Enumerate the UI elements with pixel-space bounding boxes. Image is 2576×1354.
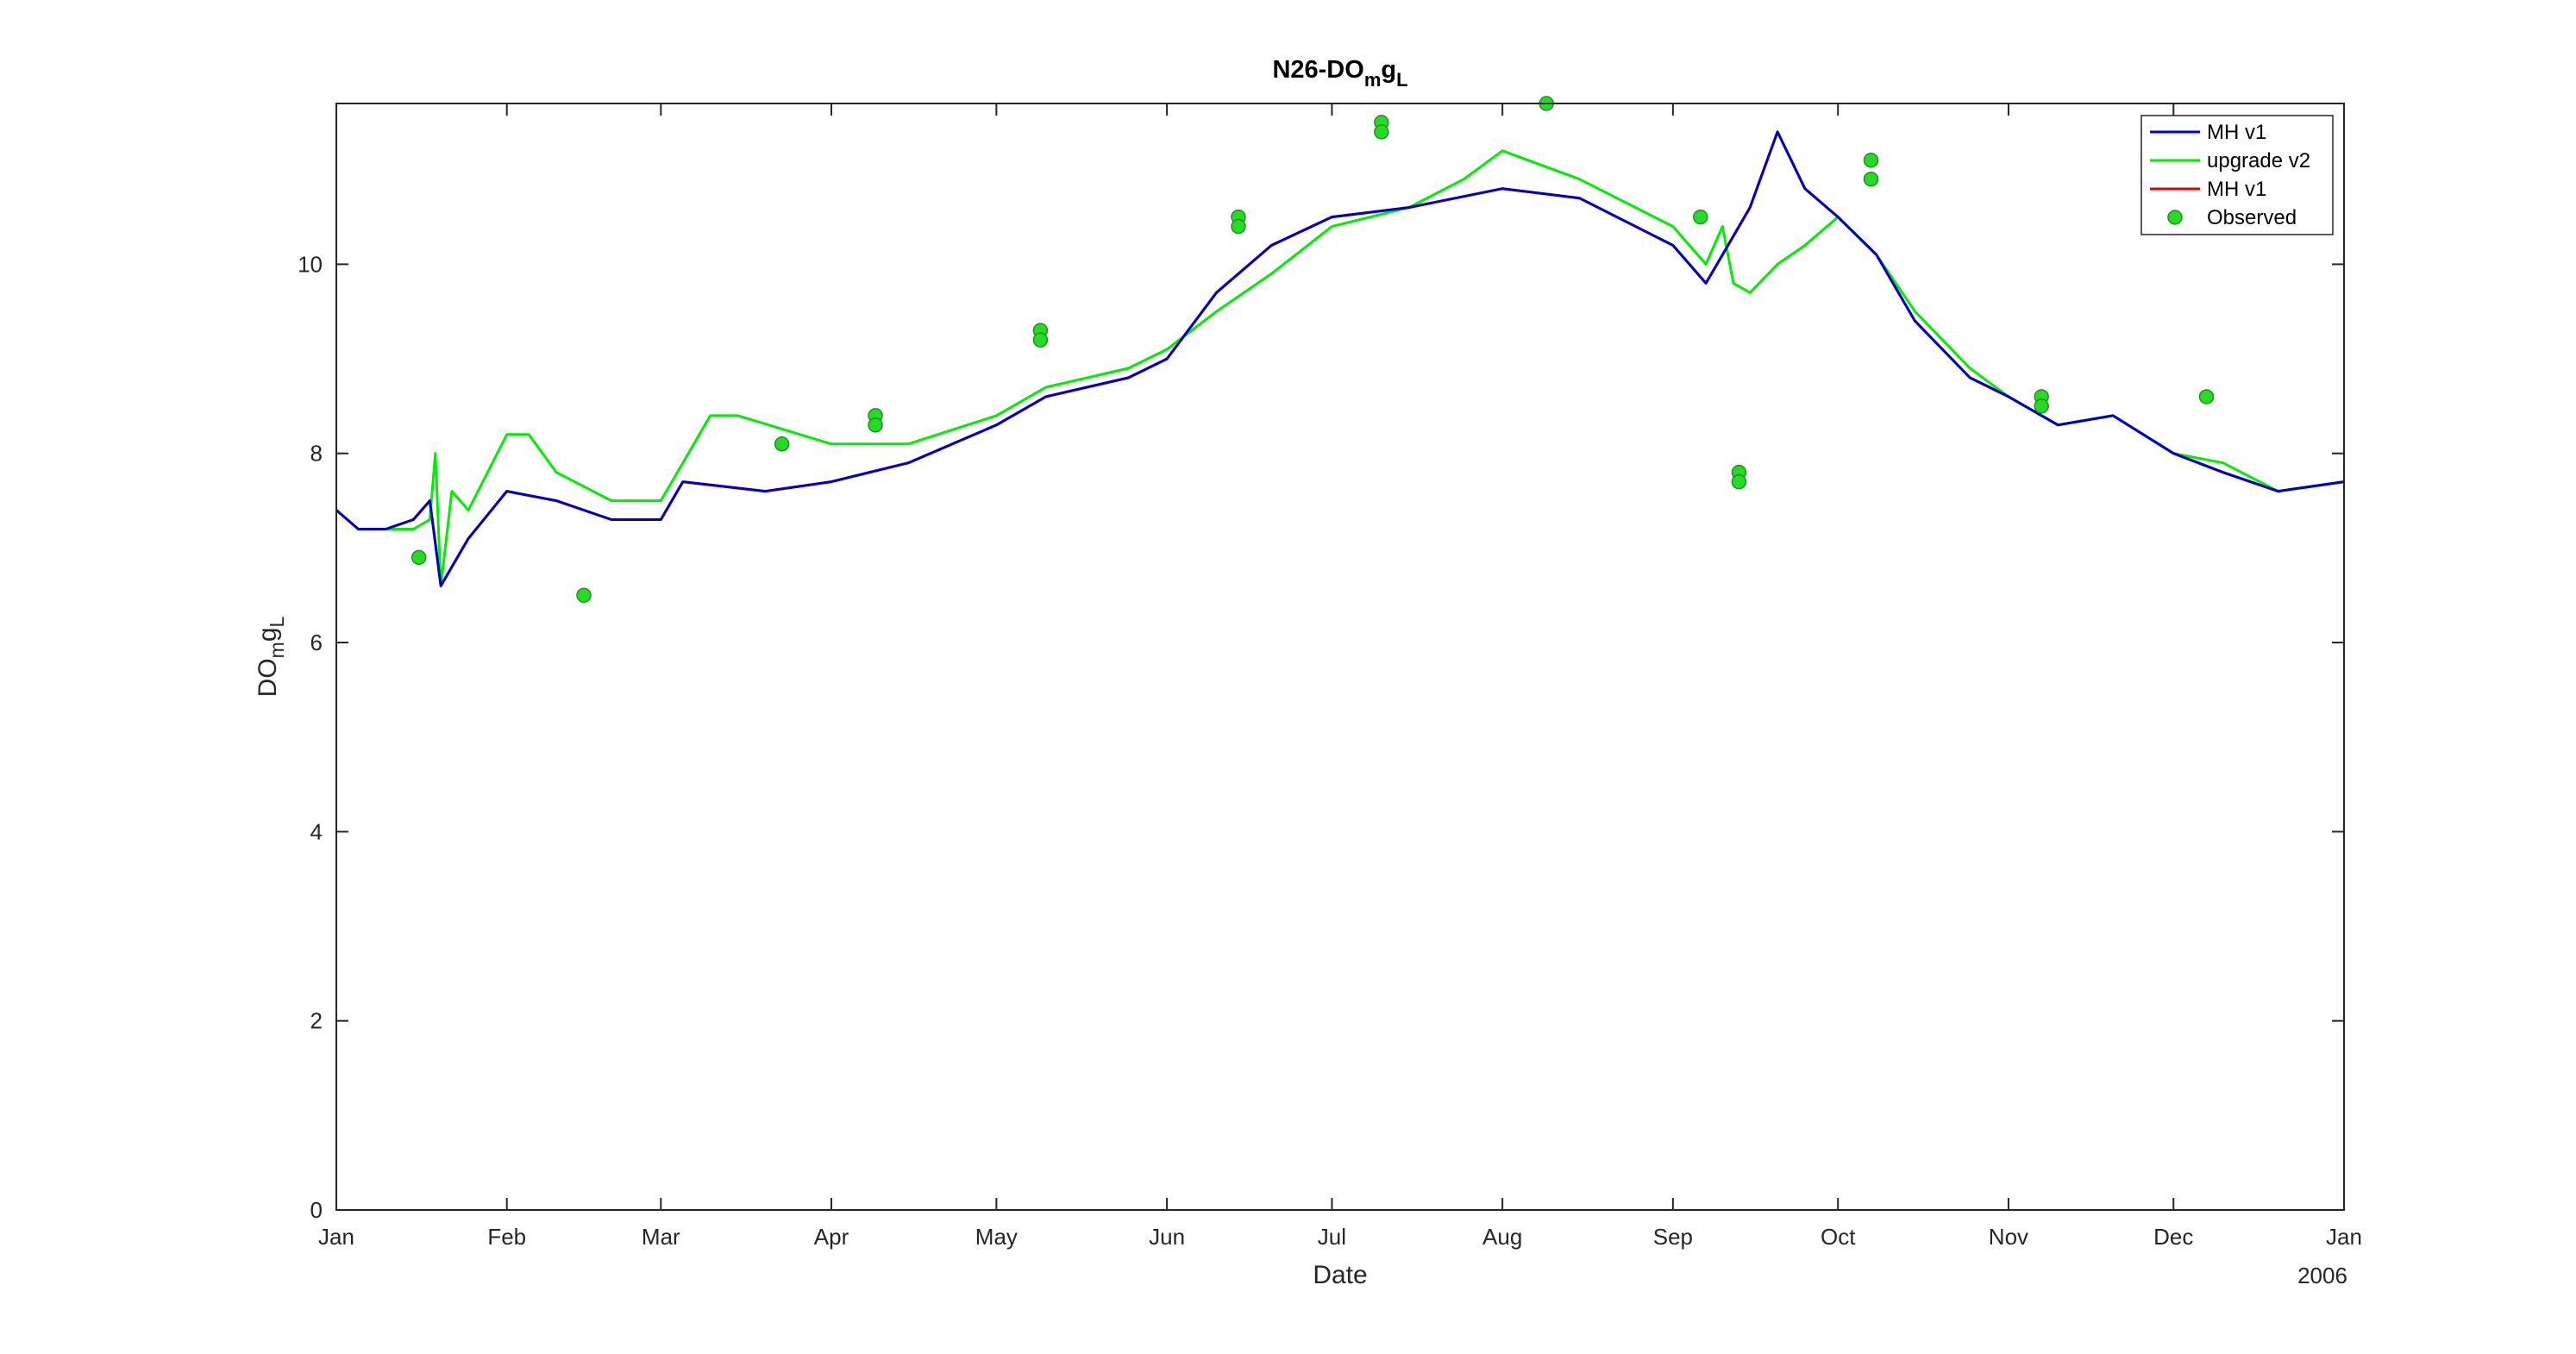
observed-point [1731, 473, 1747, 490]
observed-point [1374, 124, 1389, 140]
x-axis-label: Date [1313, 1261, 1367, 1289]
x-tick-label: Jan [318, 1224, 354, 1250]
legend: MH v1 upgrade v2 MH v1 Observed [2140, 115, 2334, 235]
x-tick-label: Nov [1989, 1224, 2028, 1250]
observed-point [576, 587, 592, 603]
x-tick-label: Aug [1482, 1224, 1522, 1250]
legend-entry-label: MH v1 [2207, 121, 2266, 144]
y-tick-label: 6 [310, 630, 323, 655]
legend-entry-label: Observed [2207, 206, 2297, 229]
y-tick-label: 8 [310, 441, 323, 467]
x-tick-label: Dec [2153, 1224, 2193, 1250]
observed-point [1032, 332, 1049, 348]
y-tick-label: 4 [310, 818, 323, 844]
x-axis: Jan Feb Mar Apr May Jun Jul Aug Sep Oct Nov Dec Jan [318, 103, 2362, 1250]
y-axis-label: DOmgL [254, 616, 288, 697]
x-tick-label: Jun [1149, 1224, 1185, 1250]
x-tick-label: Apr [814, 1224, 849, 1250]
x-tick-label: Sep [1653, 1224, 1693, 1250]
legend-entry-label: upgrade v2 [2207, 149, 2310, 172]
observed-point [411, 549, 427, 566]
plot-area [335, 96, 2345, 603]
x-tick-label: Mar [642, 1224, 680, 1250]
y-tick-label: 10 [298, 251, 323, 277]
observed-point [2034, 398, 2049, 414]
observed-point [2198, 389, 2215, 404]
observed-point [868, 417, 883, 433]
y-axis: 0 2 4 6 8 10 [298, 251, 2344, 1223]
series-mh-v1-blue-line [335, 130, 2345, 587]
x-tick-label: Jan [2326, 1224, 2362, 1250]
x-tick-label: Oct [1821, 1224, 1856, 1250]
series-upgrade-v2-line [335, 149, 2345, 587]
x-tick-label: Feb [487, 1224, 526, 1250]
y-tick-label: 2 [310, 1008, 323, 1034]
observed-point [774, 436, 790, 452]
observed-point [1231, 218, 1246, 235]
observed-point [1863, 171, 1879, 187]
x-tick-label: May [975, 1224, 1018, 1250]
observed-point [1693, 209, 1708, 225]
legend-entry-label: MH v1 [2207, 178, 2266, 201]
x-tick-label: Jul [1318, 1224, 1346, 1250]
legend-swatch [2167, 210, 2183, 225]
x-axis-year-label: 2006 [2297, 1263, 2347, 1288]
observed-point [1863, 153, 1879, 168]
y-tick-label: 0 [310, 1197, 323, 1223]
axes-box [335, 103, 2345, 1211]
chart-title: N26-DOmgL [1272, 56, 1407, 91]
